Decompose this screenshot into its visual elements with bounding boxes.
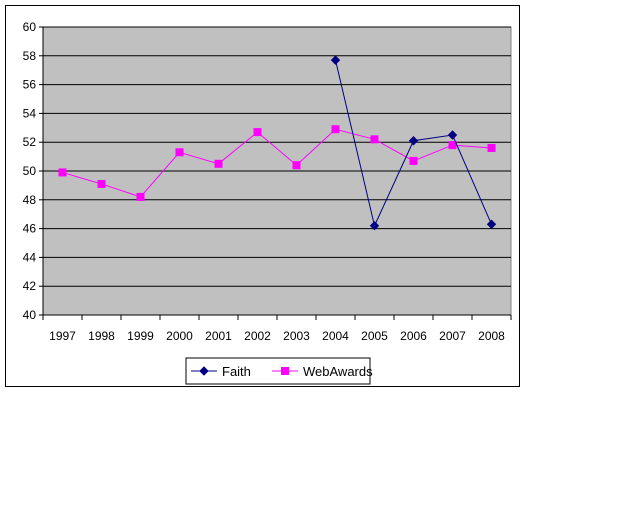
webawards-point: [214, 159, 223, 168]
webawards-point: [409, 156, 418, 165]
webawards-point: [370, 135, 379, 144]
faith-point: [447, 130, 458, 140]
legend-marker-webawards: [281, 367, 289, 375]
y-tick-label: 46: [23, 222, 37, 236]
webawards-point: [448, 141, 457, 150]
y-tick-label: 50: [23, 164, 37, 178]
x-tick-label: 2003: [283, 329, 310, 343]
x-tick-label: 2007: [439, 329, 466, 343]
webawards-point: [175, 148, 184, 157]
webawards-point: [331, 125, 340, 134]
x-tick-label: 1999: [127, 329, 154, 343]
webawards-series-line: [62, 128, 492, 198]
x-tick-label: 2008: [478, 329, 505, 343]
y-tick-label: 54: [23, 106, 37, 120]
x-tick-label: 2005: [361, 329, 388, 343]
y-tick-label: 48: [23, 193, 37, 207]
faith-point: [408, 136, 419, 146]
legend-label-webawards: WebAwards: [303, 364, 373, 379]
y-tick-label: 58: [23, 49, 37, 63]
webawards-point: [58, 168, 67, 177]
webawards-point: [292, 161, 301, 170]
x-tick-label: 2006: [400, 329, 427, 343]
x-tick-label: 2001: [205, 329, 232, 343]
y-tick-label: 52: [23, 135, 37, 149]
y-tick-label: 42: [23, 279, 37, 293]
y-tick-label: 60: [23, 20, 37, 34]
x-tick-label: 2000: [166, 329, 193, 343]
faith-point: [330, 55, 341, 65]
y-tick-label: 56: [23, 78, 37, 92]
x-tick-label: 1997: [49, 329, 76, 343]
legend-marker-faith: [199, 366, 209, 376]
faith-point: [369, 221, 380, 231]
webawards-point: [487, 143, 496, 152]
webawards-point: [253, 128, 262, 137]
webawards-point: [97, 179, 106, 188]
webawards-point: [136, 192, 145, 201]
x-tick-label: 2002: [244, 329, 271, 343]
x-tick-label: 1998: [88, 329, 115, 343]
legend-label-faith: Faith: [222, 364, 251, 379]
y-tick-label: 44: [23, 250, 37, 264]
y-tick-label: 40: [23, 308, 37, 322]
x-tick-label: 2004: [322, 329, 349, 343]
faith-point: [486, 219, 497, 229]
